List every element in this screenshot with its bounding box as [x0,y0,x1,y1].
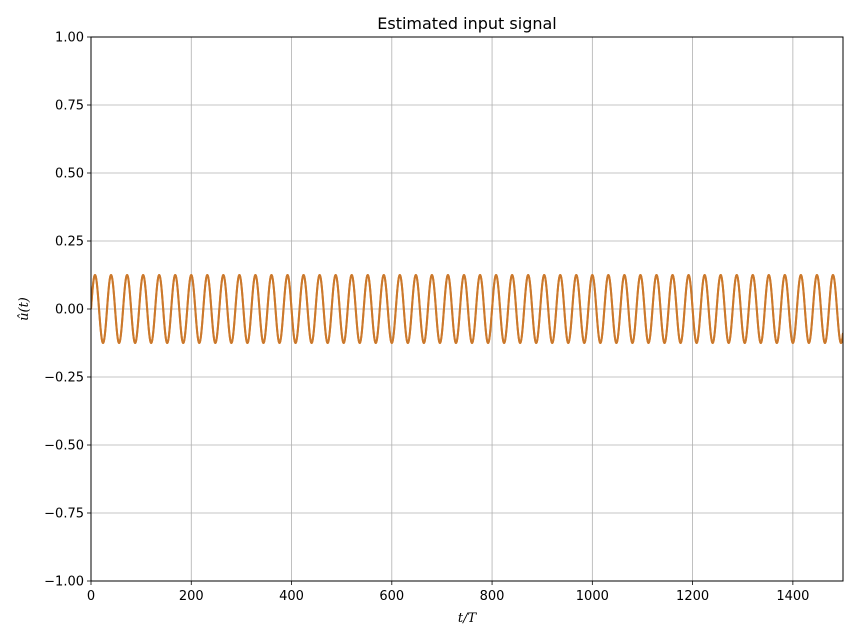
x-tick-label: 1200 [676,589,709,604]
y-tick-label: −0.25 [44,371,84,386]
x-tick-label: 200 [179,589,204,604]
chart-title: Estimated input signal [377,14,556,33]
y-tick-label: −0.50 [44,439,84,454]
y-axis-label: û(t) [17,297,32,321]
y-tick-label: −1.00 [44,575,84,590]
x-tick-label: 1400 [776,589,809,604]
x-tick-label: 800 [480,589,505,604]
x-tick-label: 1000 [576,589,609,604]
series-line-1 [91,274,843,344]
y-tick-label: 0.25 [55,235,84,250]
x-tick-label: 600 [379,589,404,604]
y-tick-label: 0.00 [55,303,84,318]
x-axis: 0 200 400 600 800 1000 1200 1400 [87,581,809,604]
x-tick-label: 400 [279,589,304,604]
plot-area [91,274,843,344]
x-tick-label: 0 [87,589,95,604]
x-axis-label: t/T [458,611,478,626]
y-tick-label: 0.50 [55,167,84,182]
y-tick-label: 0.75 [55,99,84,114]
y-tick-label: 1.00 [55,31,84,46]
y-axis: −1.00 −0.75 −0.50 −0.25 0.00 0.25 0.50 0.75 1.00 [44,31,91,590]
y-tick-label: −0.75 [44,507,84,522]
